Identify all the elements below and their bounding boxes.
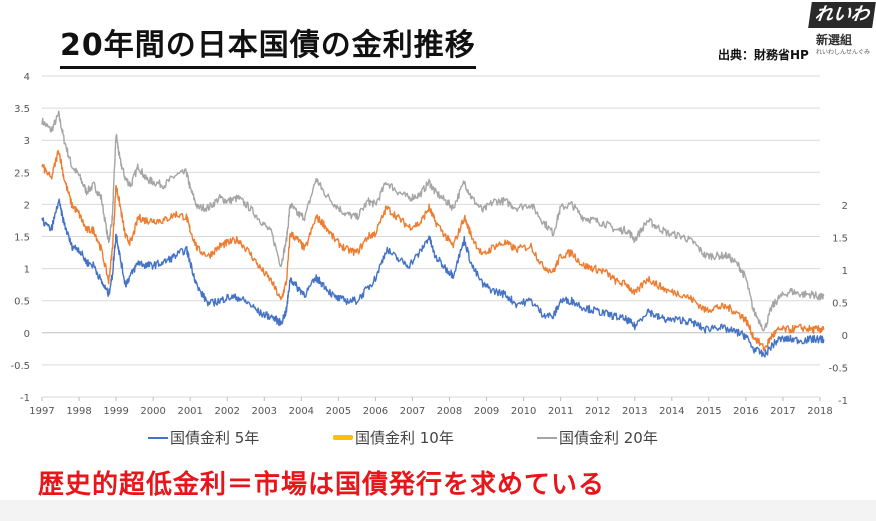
legend-label-5y: 国債金利 5年 [170,429,260,447]
y-left-tick-label: 3 [24,136,30,147]
y-left-tick-label: 2.5 [14,168,30,179]
logo-main-text: れいわ [808,2,876,28]
legend-label-20y: 国債金利 20年 [559,429,658,447]
y-left-tick-label: 4 [24,72,30,83]
x-tick-label: 2005 [326,406,351,417]
x-tick-label: 2014 [659,406,684,417]
x-tick-label: 2016 [733,406,758,417]
footer-message: 歴史的超低金利＝市場は国債発行を求めている [38,470,606,500]
x-tick-label: 2011 [548,406,573,417]
x-tick-label: 1999 [103,406,128,417]
legend-item-10y: 国債金利 10年 [333,427,454,448]
x-tick-label: 2015 [696,406,721,417]
y-left-tick-label: 0.5 [14,297,30,308]
logo-sub-text: 新選組 [816,33,853,47]
y-right-tick-label: 0.5 [832,299,848,310]
x-tick-label: 2017 [770,406,795,417]
legend-swatch-20y [537,436,557,439]
x-tick-label: 2006 [363,406,388,417]
y-right-tick-label: 0 [842,331,848,342]
reiwa-logo: れいわ 新選組 れいわしんせんぐみ [808,0,876,60]
x-tick-label: 1997 [29,406,54,417]
series-line-20y [41,110,825,332]
x-tick-label: 2009 [474,406,499,417]
y-right-tick-label: -0.5 [828,364,848,375]
series-line-5y [41,198,825,358]
legend-label-10y: 国債金利 10年 [355,429,454,447]
x-tick-label: 1998 [66,406,91,417]
chart-legend: 国債金利 5年 国債金利 10年 国債金利 20年 [0,427,876,447]
bottom-bar [0,500,876,521]
x-tick-label: 2012 [585,406,610,417]
y-left-tick-label: 2 [24,200,30,211]
page-title: 20年間の日本国債の金利推移 [60,28,476,69]
x-tick-label: 2002 [215,406,240,417]
x-tick-label: 2000 [140,406,165,417]
x-tick-label: 2003 [252,406,277,417]
y-left-tick-label: -1 [20,393,30,404]
y-left-tick-label: 0 [24,329,30,340]
legend-item-20y: 国債金利 20年 [537,427,658,448]
legend-swatch-10y [333,435,353,440]
series-line-10y [41,149,825,352]
y-right-tick-label: 2 [842,201,848,212]
y-left-tick-label: 3.5 [14,104,30,115]
x-tick-label: 2018 [807,406,832,417]
y-right-tick-label: 1 [842,266,848,277]
x-tick-label: 2001 [177,406,202,417]
x-tick-label: 2013 [622,406,647,417]
y-left-tick-label: 1.5 [14,233,30,244]
legend-item-5y: 国債金利 5年 [148,427,259,448]
y-right-tick-label: 1.5 [832,234,848,245]
source-label: 出典：財務省HP [718,48,809,62]
yield-line-chart: 4 3.5 3 2.5 2 1.5 1 0.5 0 -0.5 -1 2 1.5 1 0.5 0 -0.5 -1 19… [10,72,848,417]
y-right-tick-label: -1 [838,396,848,407]
logo-tiny-text: れいわしんせんぐみ [816,49,871,56]
x-tick-label: 2007 [400,406,425,417]
legend-swatch-5y [148,436,168,439]
x-tick-label: 2010 [511,406,536,417]
y-left-tick-label: 1 [24,265,30,276]
y-left-tick-label: -0.5 [10,361,30,372]
x-tick-label: 2008 [437,406,462,417]
x-tick-label: 2004 [289,406,314,417]
